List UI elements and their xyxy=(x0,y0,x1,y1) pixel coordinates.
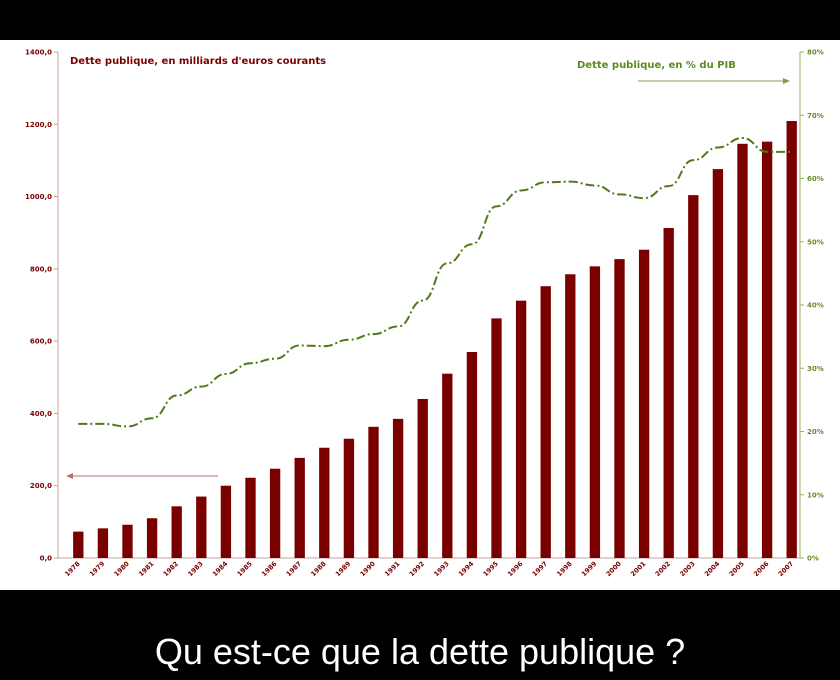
left-tick-label: 200,0 xyxy=(30,482,52,490)
x-tick-label: 1994 xyxy=(457,559,476,578)
bar xyxy=(614,259,625,558)
x-tick-label: 2000 xyxy=(604,559,623,578)
x-tick-label: 1987 xyxy=(285,560,303,578)
right-tick-label: 60% xyxy=(807,175,824,183)
bar xyxy=(761,141,773,558)
left-tick-label: 1000,0 xyxy=(25,193,52,201)
x-tick-label: 2005 xyxy=(727,559,746,578)
x-tick-label: 1990 xyxy=(358,559,377,578)
bar xyxy=(269,468,281,558)
bar xyxy=(417,398,428,558)
left-tick-label: 1400,0 xyxy=(25,49,52,57)
x-tick-label: 1981 xyxy=(137,559,156,578)
bar xyxy=(368,426,379,558)
bar xyxy=(688,195,699,558)
right-tick-label: 40% xyxy=(807,302,824,310)
caption: Qu est-ce que la dette publique ? xyxy=(154,631,686,672)
right-tick-label: 20% xyxy=(807,428,824,436)
x-tick-label: 1996 xyxy=(506,559,525,578)
right-tick-label: 80% xyxy=(807,49,824,57)
bar xyxy=(663,228,674,558)
x-tick-label: 1986 xyxy=(260,559,279,578)
x-tick-label: 1984 xyxy=(211,559,230,578)
left-tick-label: 800,0 xyxy=(30,265,52,273)
bar xyxy=(343,438,355,558)
bar xyxy=(97,528,109,558)
chart-panel: 0,0 200,0 400,0 600,0 800,0 1000,0 1200,0 1400,… xyxy=(0,40,840,590)
left-tick-label: 1200,0 xyxy=(25,121,52,129)
left-arrow-head xyxy=(66,473,73,479)
bar xyxy=(638,249,650,559)
bar xyxy=(589,266,601,558)
left-tick-label: 400,0 xyxy=(30,410,52,418)
x-tick-label: 1992 xyxy=(408,560,426,578)
x-tick-label: 1988 xyxy=(309,559,328,578)
bar xyxy=(466,351,478,558)
x-tick-label: 1985 xyxy=(235,559,254,578)
bar xyxy=(737,143,748,558)
bar xyxy=(712,169,724,559)
x-tick-label: 2007 xyxy=(777,560,795,578)
bar xyxy=(146,518,158,558)
right-tick-label: 0% xyxy=(807,555,819,563)
bar xyxy=(220,485,232,558)
bar xyxy=(122,524,133,558)
bar xyxy=(319,447,330,558)
bar xyxy=(73,531,84,558)
right-tick-label: 10% xyxy=(807,491,824,499)
x-tick-label: 1979 xyxy=(88,559,107,578)
x-tick-label: 1997 xyxy=(531,560,549,578)
x-tick-label: 1978 xyxy=(63,559,82,578)
debt-chart: 0,0 200,0 400,0 600,0 800,0 1000,0 1200,0 1400,… xyxy=(25,49,824,579)
bar xyxy=(540,286,551,558)
right-tick-label: 30% xyxy=(807,365,824,373)
x-tick-label: 1989 xyxy=(334,559,353,578)
x-tick-label: 2001 xyxy=(629,559,648,578)
x-tick-label: 2002 xyxy=(654,560,672,578)
bar xyxy=(515,300,527,558)
right-series-title: Dette publique, en % du PIB xyxy=(577,60,736,71)
bar xyxy=(786,121,797,558)
right-tick-label: 50% xyxy=(807,238,824,246)
x-tick-label: 2003 xyxy=(678,560,696,578)
x-tick-label: 2004 xyxy=(703,559,722,578)
x-tick-label: 2006 xyxy=(752,559,771,578)
x-tick-label: 1982 xyxy=(162,560,180,578)
left-series-title: Dette publique, en milliards d'euros cou… xyxy=(70,56,326,67)
left-tick-label: 600,0 xyxy=(30,338,52,346)
x-tick-label: 1995 xyxy=(481,559,500,578)
bar xyxy=(171,506,182,558)
right-arrow-head xyxy=(783,78,790,84)
bar xyxy=(442,373,453,558)
gdp-ratio-line xyxy=(78,137,792,428)
bar xyxy=(565,274,576,558)
bar xyxy=(294,457,305,558)
x-tick-label: 1983 xyxy=(186,560,204,578)
left-tick-label: 0,0 xyxy=(40,555,53,563)
bar xyxy=(196,496,207,558)
bar xyxy=(392,418,404,558)
x-tick-label: 1999 xyxy=(580,559,599,578)
bar xyxy=(245,477,256,558)
x-tick-label: 1991 xyxy=(383,559,402,578)
x-tick-label: 1980 xyxy=(112,559,131,578)
x-tick-label: 1998 xyxy=(555,559,574,578)
right-tick-label: 70% xyxy=(807,112,824,120)
x-tick-label: 1993 xyxy=(432,560,450,578)
bar xyxy=(491,318,502,558)
